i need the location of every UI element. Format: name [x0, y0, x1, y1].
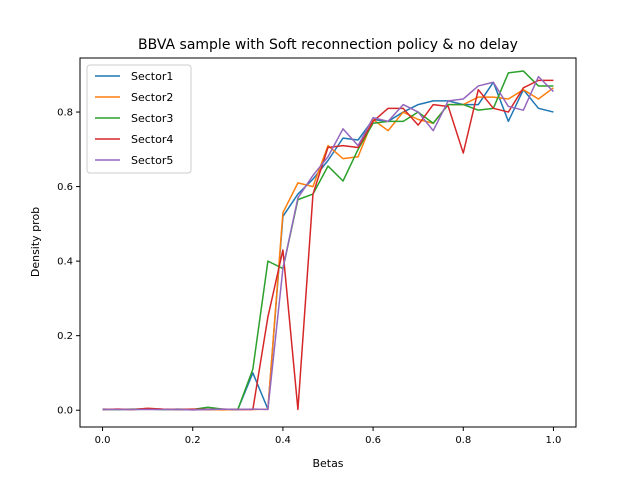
x-tick-label: 0.6: [365, 435, 381, 446]
legend-box: [86, 64, 192, 174]
plot-frame: [79, 57, 577, 428]
y-tick-label: 0.0: [57, 406, 73, 417]
y-tick-label: 0.2: [57, 331, 73, 342]
x-tick-label: 0.0: [95, 435, 111, 446]
y-tick-label: 0.8: [57, 108, 73, 119]
x-axis-title: Betas: [312, 457, 343, 470]
legend-label-3: Sector3: [131, 112, 173, 125]
y-axis: 0.0 0.2 0.4 0.6 0.8: [57, 108, 80, 417]
x-tick-label: 0.8: [455, 435, 471, 446]
x-tick-label: 1.0: [546, 435, 562, 446]
series-layer: [102, 70, 554, 411]
legend-label-4: Sector4: [131, 133, 173, 146]
y-tick-label: 0.4: [57, 257, 73, 268]
y-tick-label: 0.6: [57, 182, 73, 193]
legend-label-2: Sector2: [131, 91, 173, 104]
x-tick-label: 0.2: [185, 435, 201, 446]
series-line-5: [102, 75, 554, 411]
y-axis-title: Density prob: [29, 207, 42, 277]
x-tick-label: 0.4: [275, 435, 291, 446]
legend: Sector1 Sector2 Sector3 Sector4 Sector5: [86, 64, 192, 174]
chart-title: BBVA sample with Soft reconnection polic…: [138, 37, 518, 53]
x-axis: 0.0 0.2 0.4 0.6 0.8 1.0: [95, 427, 562, 446]
legend-label-1: Sector1: [131, 70, 173, 83]
legend-label-5: Sector5: [131, 154, 173, 167]
